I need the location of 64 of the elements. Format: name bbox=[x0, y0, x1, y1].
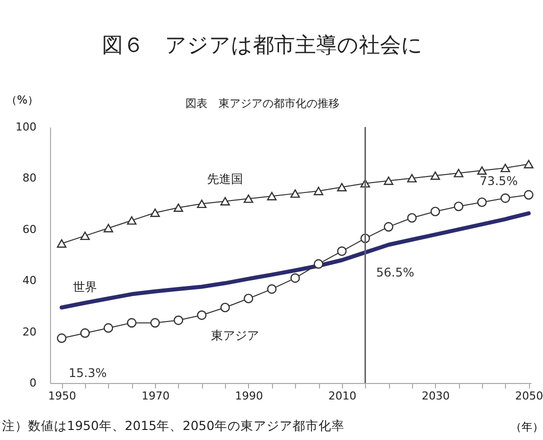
point bbox=[244, 194, 254, 203]
point bbox=[126, 216, 137, 225]
annotation: 56.5% bbox=[376, 265, 414, 280]
point bbox=[267, 284, 277, 294]
point bbox=[174, 203, 184, 212]
chart-subtitle: 図表 東アジアの都市化の推移 bbox=[186, 97, 340, 110]
y-axis-title: （%） bbox=[6, 94, 38, 106]
chart-title: 図６ アジアは都市主導の社会に bbox=[102, 33, 423, 57]
point bbox=[337, 246, 347, 256]
point bbox=[174, 316, 184, 326]
point bbox=[407, 174, 417, 182]
point bbox=[56, 333, 66, 343]
point bbox=[314, 259, 324, 269]
point bbox=[384, 176, 394, 185]
y-tick-label: 60 bbox=[22, 222, 36, 236]
point bbox=[104, 224, 114, 232]
x-tick-label: 2030 bbox=[422, 390, 450, 402]
series-label: 先進国 bbox=[207, 172, 244, 186]
annotation: 73.5% bbox=[480, 174, 518, 188]
point bbox=[524, 160, 534, 168]
y-tick-label: 80 bbox=[22, 172, 36, 185]
point bbox=[104, 323, 114, 333]
point bbox=[454, 168, 464, 178]
y-tick-label: 100 bbox=[16, 120, 36, 134]
point bbox=[430, 171, 440, 180]
y-tick-label: 20 bbox=[22, 325, 36, 338]
point bbox=[290, 273, 300, 283]
x-tick-label: 2050 bbox=[515, 390, 543, 402]
point bbox=[220, 197, 230, 206]
point bbox=[524, 190, 534, 200]
point bbox=[80, 232, 90, 240]
point bbox=[384, 222, 394, 232]
x-axis-title: （年） bbox=[510, 420, 543, 434]
point bbox=[220, 302, 230, 312]
point bbox=[56, 239, 66, 248]
point bbox=[80, 328, 90, 338]
point bbox=[314, 186, 324, 196]
point bbox=[454, 202, 464, 212]
x-tick-label: 1950 bbox=[48, 390, 76, 402]
x-tick-label: 1990 bbox=[234, 390, 263, 402]
series-label: 世界 bbox=[73, 280, 98, 294]
point bbox=[150, 318, 160, 328]
point bbox=[477, 197, 487, 208]
series-label: 東アジア bbox=[211, 328, 260, 342]
point bbox=[337, 182, 347, 192]
point bbox=[407, 213, 417, 223]
text: 注）数値は1950年、2015年、2050年の東アジア都市化率 bbox=[2, 418, 344, 435]
point bbox=[244, 294, 254, 304]
point bbox=[196, 200, 207, 208]
point bbox=[500, 164, 510, 172]
line-series bbox=[60, 211, 531, 310]
x-tick-label: 2010 bbox=[328, 390, 356, 402]
point bbox=[267, 192, 277, 200]
point bbox=[500, 193, 510, 203]
point bbox=[126, 318, 137, 328]
point bbox=[477, 166, 487, 175]
y-tick-label: 0 bbox=[30, 376, 36, 390]
point bbox=[150, 208, 160, 217]
y-tick-label: 40 bbox=[22, 274, 36, 288]
point bbox=[196, 310, 207, 320]
point bbox=[290, 189, 300, 198]
point bbox=[430, 206, 440, 216]
x-tick-label: 1970 bbox=[142, 390, 170, 402]
annotation: 15.3% bbox=[68, 366, 107, 380]
